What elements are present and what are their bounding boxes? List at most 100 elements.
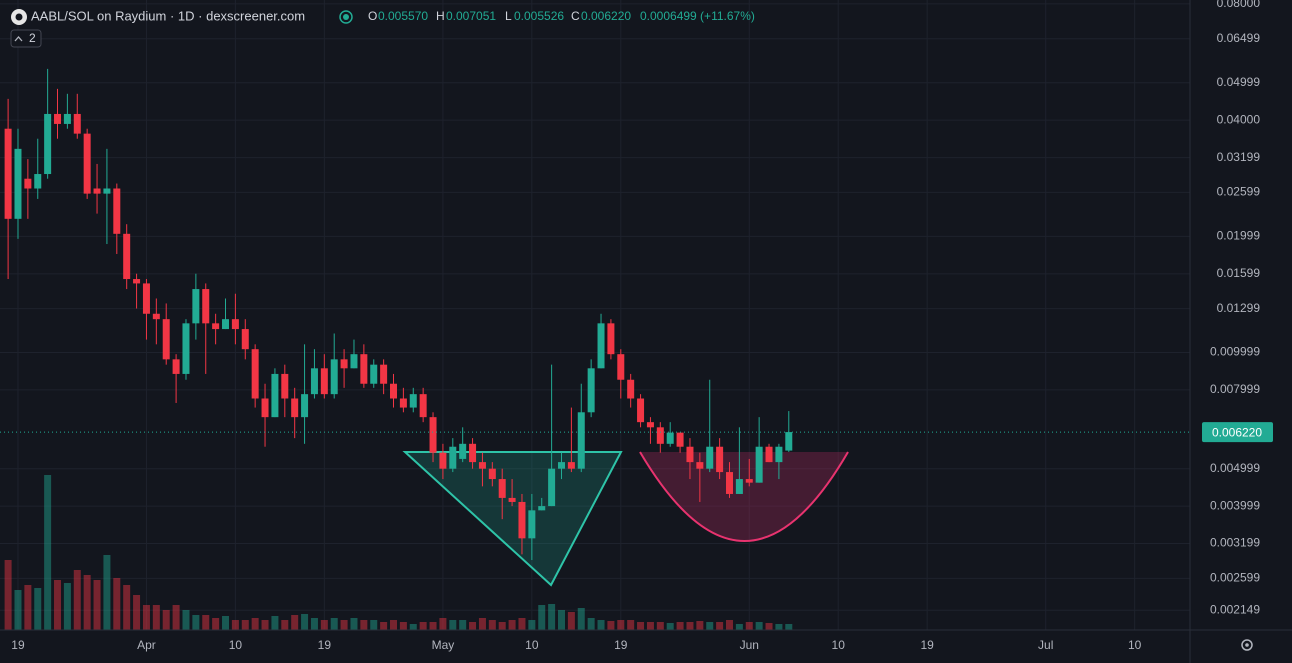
volume-bar xyxy=(133,595,141,630)
volume-bar xyxy=(83,575,91,630)
candle-body xyxy=(192,289,200,324)
candle-body xyxy=(133,279,141,284)
candle-body xyxy=(785,432,793,451)
indicator-badge[interactable] xyxy=(10,29,42,48)
candle-body xyxy=(666,432,674,444)
volume-bar xyxy=(518,618,526,630)
volume-bar xyxy=(765,623,773,630)
candle-body xyxy=(281,373,289,399)
volume-bar xyxy=(152,605,160,630)
candle-body xyxy=(73,113,81,134)
candle-body xyxy=(676,432,684,447)
l-value: 0.005526 xyxy=(514,9,564,23)
y-tick-label: 0.004999 xyxy=(1210,461,1260,475)
volume-bar xyxy=(261,620,269,630)
o-label: O xyxy=(368,9,377,23)
volume-bar xyxy=(212,618,220,630)
volume-bar xyxy=(4,560,12,630)
volume-bar xyxy=(182,610,190,630)
candle-body xyxy=(696,462,704,469)
candle-body xyxy=(271,373,279,418)
h-value: 0.007051 xyxy=(446,9,496,23)
volume-bar xyxy=(271,616,279,630)
candle-body xyxy=(14,148,22,219)
y-tick-label: 0.003999 xyxy=(1210,498,1260,512)
y-tick-label: 0.04000 xyxy=(1217,112,1261,126)
volume-bar xyxy=(54,580,62,630)
candle-body xyxy=(498,479,506,498)
volume-bar xyxy=(123,585,131,630)
last-price-tag xyxy=(1202,422,1273,443)
y-tick-label: 0.03199 xyxy=(1217,150,1261,164)
volume-bar xyxy=(469,622,477,630)
x-tick-label: 10 xyxy=(832,638,846,652)
c-label: C xyxy=(571,9,580,23)
x-tick-label: Apr xyxy=(137,638,156,652)
candle-body xyxy=(301,394,309,418)
volume-bar xyxy=(370,620,378,630)
x-tick-label: 19 xyxy=(920,638,934,652)
volume-bar xyxy=(449,620,457,630)
candle-body xyxy=(419,394,427,418)
y-tick-label: 0.02599 xyxy=(1217,185,1261,199)
volume-bar xyxy=(429,622,437,630)
candle-body xyxy=(548,468,556,507)
volume-bar xyxy=(34,588,42,630)
candle-body xyxy=(459,443,467,459)
volume-bar xyxy=(557,610,565,630)
candle-body xyxy=(103,188,111,194)
y-tick-label: 0.06499 xyxy=(1217,31,1261,45)
volume-bar xyxy=(390,620,398,630)
candle-body xyxy=(231,319,239,330)
candle-body xyxy=(380,364,388,384)
candle-body xyxy=(567,462,575,469)
volume-bar xyxy=(666,623,674,630)
candle-body xyxy=(656,427,664,444)
change-value: 0.0006499 (+11.67%) xyxy=(640,9,755,23)
candle-body xyxy=(478,462,486,469)
candle-body xyxy=(399,398,407,408)
candle-body xyxy=(251,349,259,399)
y-tick-label: 0.007999 xyxy=(1210,382,1260,396)
volume-bar xyxy=(508,620,516,630)
volume-bar xyxy=(538,605,546,630)
candle-body xyxy=(538,506,546,511)
candle-body xyxy=(340,359,348,369)
settings-icon[interactable] xyxy=(1241,639,1253,651)
candle-body xyxy=(63,113,71,124)
candle-body xyxy=(646,422,654,428)
candle-body xyxy=(577,412,585,469)
volume-bar xyxy=(459,620,467,630)
ohlc-legend: O 0.005570 H 0.007051 L 0.005526 C 0.006… xyxy=(368,9,755,23)
volume-bar xyxy=(627,620,635,630)
candle-body xyxy=(93,188,101,194)
status-dot xyxy=(339,10,353,24)
candle-body xyxy=(745,479,753,483)
candle-body xyxy=(528,510,536,539)
volume-bar xyxy=(617,620,625,630)
volume-bar xyxy=(380,622,388,630)
y-tick-label: 0.003199 xyxy=(1210,536,1260,550)
volume-bar xyxy=(656,622,664,630)
candle-body xyxy=(34,174,42,189)
candle-body xyxy=(330,359,338,395)
volume-bar xyxy=(73,570,81,630)
volume-bar xyxy=(231,620,239,630)
volume-bar xyxy=(63,583,71,630)
candle-body xyxy=(172,359,180,374)
h-label: H xyxy=(436,9,445,23)
candle-body xyxy=(202,289,210,324)
y-tick-label: 0.01999 xyxy=(1217,229,1261,243)
candle-body xyxy=(637,398,645,423)
volume-bar xyxy=(696,621,704,630)
volume-bar xyxy=(14,590,22,630)
candle-body xyxy=(24,178,32,189)
candle-body xyxy=(439,452,447,469)
o-value: 0.005570 xyxy=(378,9,428,23)
candle-body xyxy=(627,379,635,399)
status-dot-inner xyxy=(343,14,349,20)
candle-body xyxy=(310,368,318,395)
x-tick-label: Jun xyxy=(740,638,759,652)
volume-bar xyxy=(301,614,309,630)
